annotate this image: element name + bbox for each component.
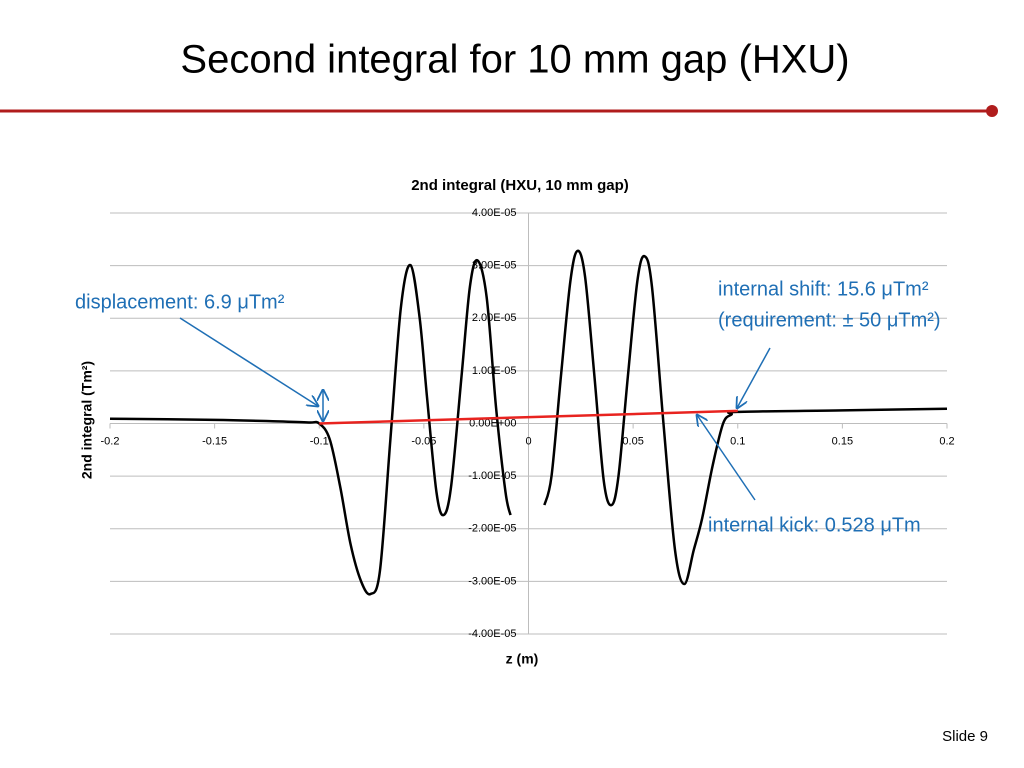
annotation: displacement: 6.9 μTm²: [75, 291, 285, 313]
slide-number: Slide 9: [942, 728, 988, 745]
x-tick-label: 0.15: [832, 435, 853, 447]
y-tick-label: -1.00E-05: [468, 470, 516, 482]
x-tick-label: -0.2: [101, 435, 120, 447]
annotation: internal kick: 0.528 μTm: [708, 514, 921, 536]
x-tick-label: 0.1: [730, 435, 745, 447]
annotation: (requirement: ± 50 μTm²): [718, 309, 941, 331]
arrow: [179, 317, 318, 406]
x-axis-label: z (m): [506, 651, 539, 667]
arrow: [697, 415, 756, 501]
arrow: [737, 347, 771, 408]
x-tick-label: 0.05: [622, 435, 643, 447]
x-tick-label: 0: [525, 435, 531, 447]
series-line: [319, 409, 738, 425]
annotation: internal shift: 15.6 μTm²: [718, 278, 929, 300]
plot: -4.00E-05 -3.00E-05 -2.00E-05 -1.00E-05 0.00…: [101, 207, 955, 640]
y-tick-label: -2.00E-05: [468, 523, 516, 535]
rule-dot: [986, 105, 998, 117]
x-tick-label: 0.2: [939, 435, 954, 447]
slide-title: Second integral for 10 mm gap (HXU): [180, 38, 849, 82]
annotation-arrows: [179, 317, 771, 501]
y-tick-label: 2.00E-05: [472, 312, 517, 324]
chart-title: 2nd integral (HXU, 10 mm gap): [411, 177, 629, 194]
y-tick-label: 0.00E+00: [469, 417, 516, 429]
y-tick-label: 4.00E-05: [472, 207, 517, 219]
x-tick-label: -0.1: [310, 435, 329, 447]
y-axis-label: 2nd integral (Tm²): [79, 361, 95, 479]
y-tick-label: 3.00E-05: [472, 260, 517, 272]
series-line: [109, 249, 948, 596]
y-tick-label: -3.00E-05: [468, 575, 516, 587]
y-tick-label: -4.00E-05: [468, 628, 516, 640]
x-tick-label: -0.15: [202, 435, 227, 447]
